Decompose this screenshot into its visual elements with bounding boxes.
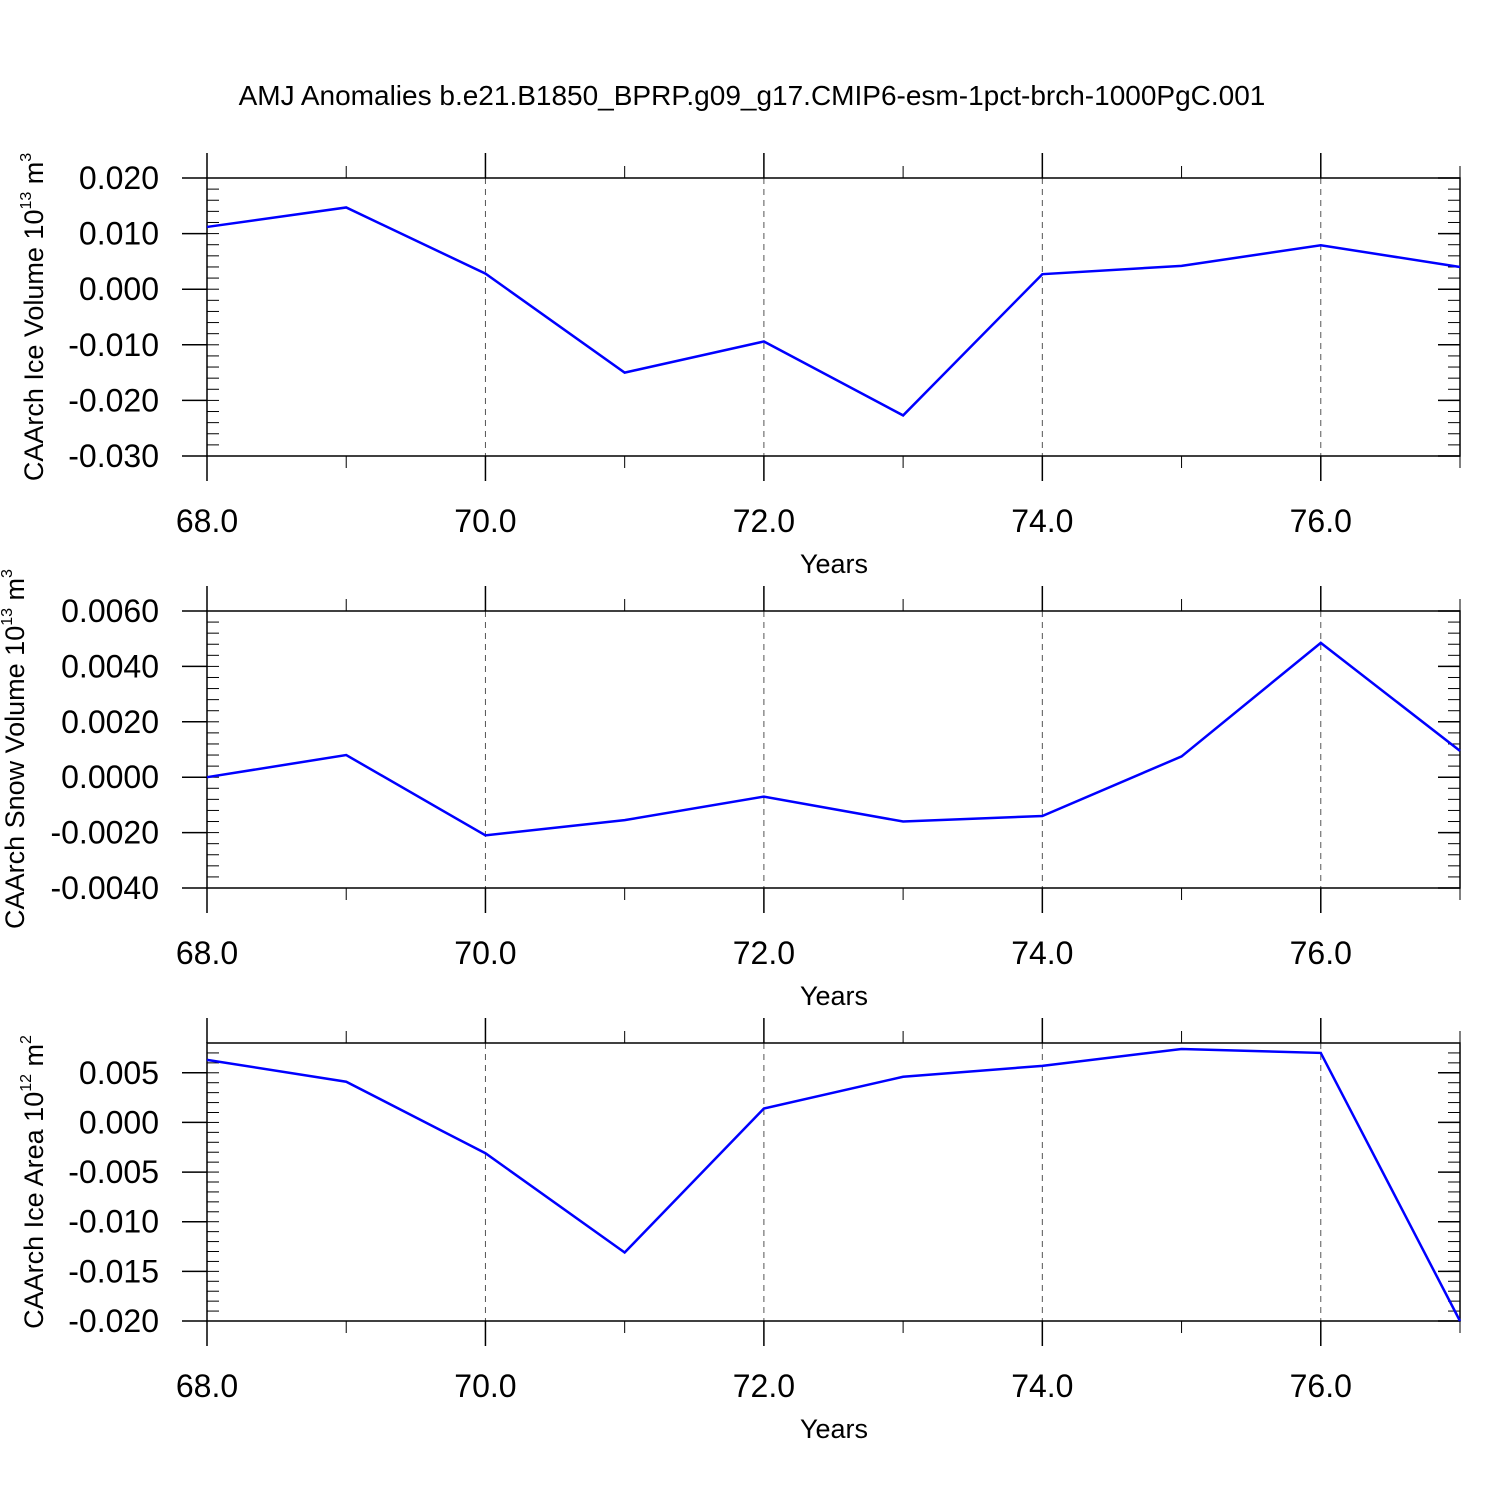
y-tick-label: -0.020 xyxy=(68,1303,159,1339)
x-tick-label: 68.0 xyxy=(176,503,238,539)
x-tick-label: 72.0 xyxy=(733,1368,795,1404)
y-tick-label: -0.010 xyxy=(68,327,159,363)
x-tick-label: 74.0 xyxy=(1011,1368,1073,1404)
y-tick-label: -0.020 xyxy=(68,382,159,418)
panel-1: 68.0 70.0 72.0 74.0 76.0 0.020 0.010 0.000 -0.01… xyxy=(18,153,1461,579)
y-tick-label: -0.010 xyxy=(68,1204,159,1240)
x-tick-label: 76.0 xyxy=(1290,503,1352,539)
plot-frame xyxy=(206,1042,1461,1322)
x-axis-title: Years xyxy=(800,549,868,579)
y-tick-label: 0.0040 xyxy=(61,648,159,684)
x-tick-label: 74.0 xyxy=(1011,503,1073,539)
y-tick-label: 0.020 xyxy=(79,160,159,196)
x-tick-label: 74.0 xyxy=(1011,935,1073,971)
y-tick-label: -0.005 xyxy=(68,1154,159,1190)
data-series-line xyxy=(206,1047,1462,1322)
x-tick-label: 68.0 xyxy=(176,1368,238,1404)
x-tick-label: 76.0 xyxy=(1290,1368,1352,1404)
y-axis-title: CAArch Ice Area 1012 m2 xyxy=(18,1035,49,1329)
panel-2: 68.0 70.0 72.0 74.0 76.0 0.0060 0.0040 0.0020 0.… xyxy=(0,569,1461,1011)
y-tick-label: -0.0040 xyxy=(50,870,159,906)
panel-3: 68.0 70.0 72.0 74.0 76.0 0.005 0.000 -0.005 -0.0… xyxy=(18,1018,1462,1444)
x-tick-label: 76.0 xyxy=(1290,935,1352,971)
x-tick-label: 72.0 xyxy=(733,935,795,971)
data-series-line xyxy=(206,641,1461,837)
plot-frame xyxy=(206,610,1461,889)
y-tick-label: 0.0060 xyxy=(61,593,159,629)
y-tick-label: 0.000 xyxy=(79,271,159,307)
y-tick-label: 0.005 xyxy=(79,1055,159,1091)
y-tick-label: 0.000 xyxy=(79,1104,159,1140)
x-axis-title: Years xyxy=(800,981,868,1011)
x-tick-label: 70.0 xyxy=(454,935,516,971)
y-tick-label: 0.010 xyxy=(79,216,159,252)
y-tick-label: -0.015 xyxy=(68,1253,159,1289)
x-tick-label: 68.0 xyxy=(176,935,238,971)
x-axis-title: Years xyxy=(800,1414,868,1444)
y-tick-label: 0.0000 xyxy=(61,759,159,795)
y-axis-title: CAArch Ice Volume 1013 m3 xyxy=(18,153,49,481)
x-tick-label: 70.0 xyxy=(454,503,516,539)
y-axis-title: CAArch Snow Volume 1013 m3 xyxy=(0,569,30,929)
data-series-line xyxy=(206,206,1461,417)
y-tick-label: 0.0020 xyxy=(61,704,159,740)
x-tick-label: 70.0 xyxy=(454,1368,516,1404)
x-tick-label: 72.0 xyxy=(733,503,795,539)
y-tick-label: -0.030 xyxy=(68,438,159,474)
figure-title: AMJ Anomalies b.e21.B1850_BPRP.g09_g17.C… xyxy=(239,80,1266,111)
y-tick-label: -0.0020 xyxy=(50,815,159,851)
plot-frame xyxy=(206,177,1461,457)
